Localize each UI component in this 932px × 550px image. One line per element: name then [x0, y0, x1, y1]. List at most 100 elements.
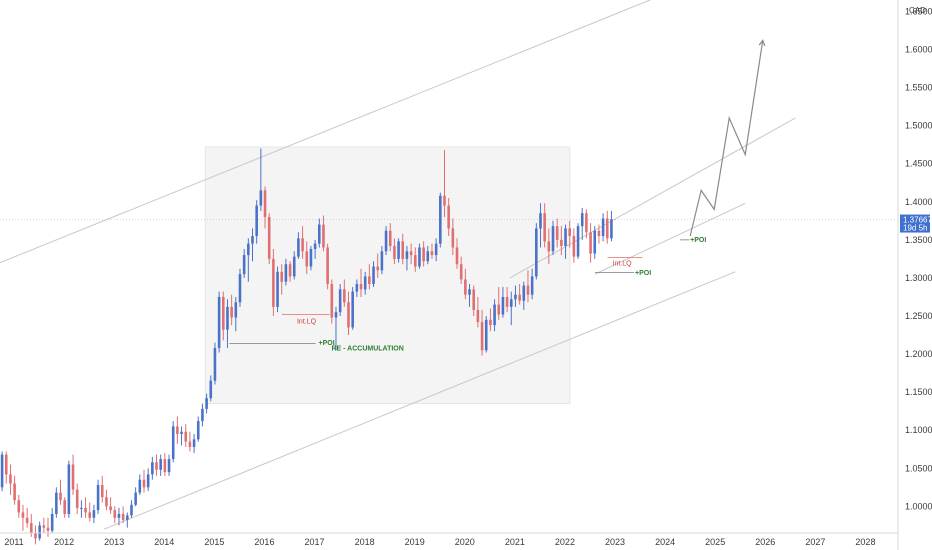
candle-body: [363, 276, 367, 290]
candle: [585, 209, 588, 239]
candle-body: [359, 284, 363, 290]
int-lq-label: Int.LQ: [297, 319, 317, 326]
candle-body: [305, 251, 309, 267]
candle-body: [547, 241, 551, 252]
candle-body: [501, 296, 505, 315]
candle-body: [176, 426, 179, 435]
candle-body: [313, 243, 317, 249]
candle: [109, 497, 112, 514]
candle-body: [151, 462, 154, 475]
candle-body: [522, 285, 526, 301]
x-tick-label: 2015: [204, 537, 224, 547]
candle: [376, 253, 380, 278]
candle-body: [572, 236, 576, 257]
channel-lines-layer: [0, 0, 898, 530]
candle: [100, 475, 104, 503]
candle: [605, 210, 609, 244]
candle-body: [217, 296, 221, 348]
candle-body: [338, 289, 342, 313]
candle-body: [138, 479, 142, 493]
candle: [334, 306, 338, 351]
candle-body: [518, 294, 521, 301]
candle: [330, 279, 334, 324]
candle-body: [17, 500, 21, 513]
candle: [434, 238, 438, 262]
candle: [413, 247, 417, 272]
candle-body: [568, 228, 571, 237]
candle: [221, 291, 225, 341]
candle: [205, 393, 208, 414]
y-tick-label: 1.10000: [905, 425, 932, 435]
candle-body: [59, 492, 62, 501]
candle: [292, 251, 296, 280]
candle-body: [251, 236, 254, 244]
candle-body: [426, 251, 430, 262]
candle-body: [42, 525, 46, 528]
channel-upper-line: [0, 0, 651, 264]
x-tick-label: 2014: [154, 537, 174, 547]
y-tick-label: 1.30000: [905, 273, 932, 283]
candle-body: [535, 228, 538, 277]
candle: [34, 525, 37, 545]
candle: [610, 210, 613, 242]
candle: [201, 403, 204, 427]
candle: [80, 500, 83, 518]
candle: [50, 507, 54, 533]
candle-body: [134, 492, 137, 505]
candle-body: [560, 239, 563, 246]
candle-body: [263, 190, 267, 218]
candle-body: [130, 504, 133, 516]
x-tick-label: 2018: [355, 537, 375, 547]
currency-label: CAD: [909, 6, 926, 15]
candle: [447, 197, 450, 237]
candle: [551, 220, 555, 256]
candle: [21, 504, 25, 531]
candle: [46, 517, 50, 537]
candle: [426, 245, 430, 265]
candle: [580, 207, 584, 240]
candle: [601, 213, 605, 242]
projection-arrowhead: [758, 39, 766, 47]
candle-body: [355, 284, 359, 292]
candle-body: [334, 312, 338, 318]
candle: [92, 504, 96, 524]
last-price-tag: 1.37667 19d 5h: [900, 214, 932, 233]
candle: [234, 296, 238, 332]
candle-body: [388, 230, 392, 246]
candle: [480, 309, 484, 356]
candle-body: [514, 294, 517, 300]
candle-body: [201, 408, 204, 422]
candle: [276, 266, 279, 313]
candle: [209, 375, 213, 402]
candle-body: [393, 245, 396, 259]
candle: [343, 279, 346, 307]
candle: [42, 517, 46, 533]
price-scale[interactable]: 1.65000 1.60000 1.55000 1.50000 1.45000 1.400…: [905, 6, 932, 511]
candle-body: [209, 380, 213, 399]
candle-body: [351, 291, 354, 328]
y-tick-label: 1.45000: [905, 159, 932, 169]
candle: [84, 497, 87, 518]
candle-body: [80, 507, 83, 509]
candle: [288, 261, 292, 282]
x-tick-label: 2024: [655, 537, 675, 547]
candle: [514, 285, 517, 307]
candle-body: [405, 251, 409, 259]
candle-body: [505, 296, 509, 307]
channel-inner-line: [594, 202, 746, 275]
poi-label: +POI: [690, 237, 706, 244]
time-scale[interactable]: 2011 2012 2013 2014 2015 2016 2017 2018 2019 2020…: [4, 537, 875, 547]
candle-body: [489, 319, 492, 326]
candle: [280, 264, 284, 295]
candle-body: [276, 271, 279, 307]
candle: [422, 241, 425, 267]
candle: [267, 213, 271, 265]
candle-body: [213, 347, 217, 381]
candle: [455, 238, 459, 269]
candle-body: [468, 289, 471, 295]
candle: [301, 226, 304, 259]
candle: [196, 416, 200, 442]
candle-body: [221, 296, 225, 330]
